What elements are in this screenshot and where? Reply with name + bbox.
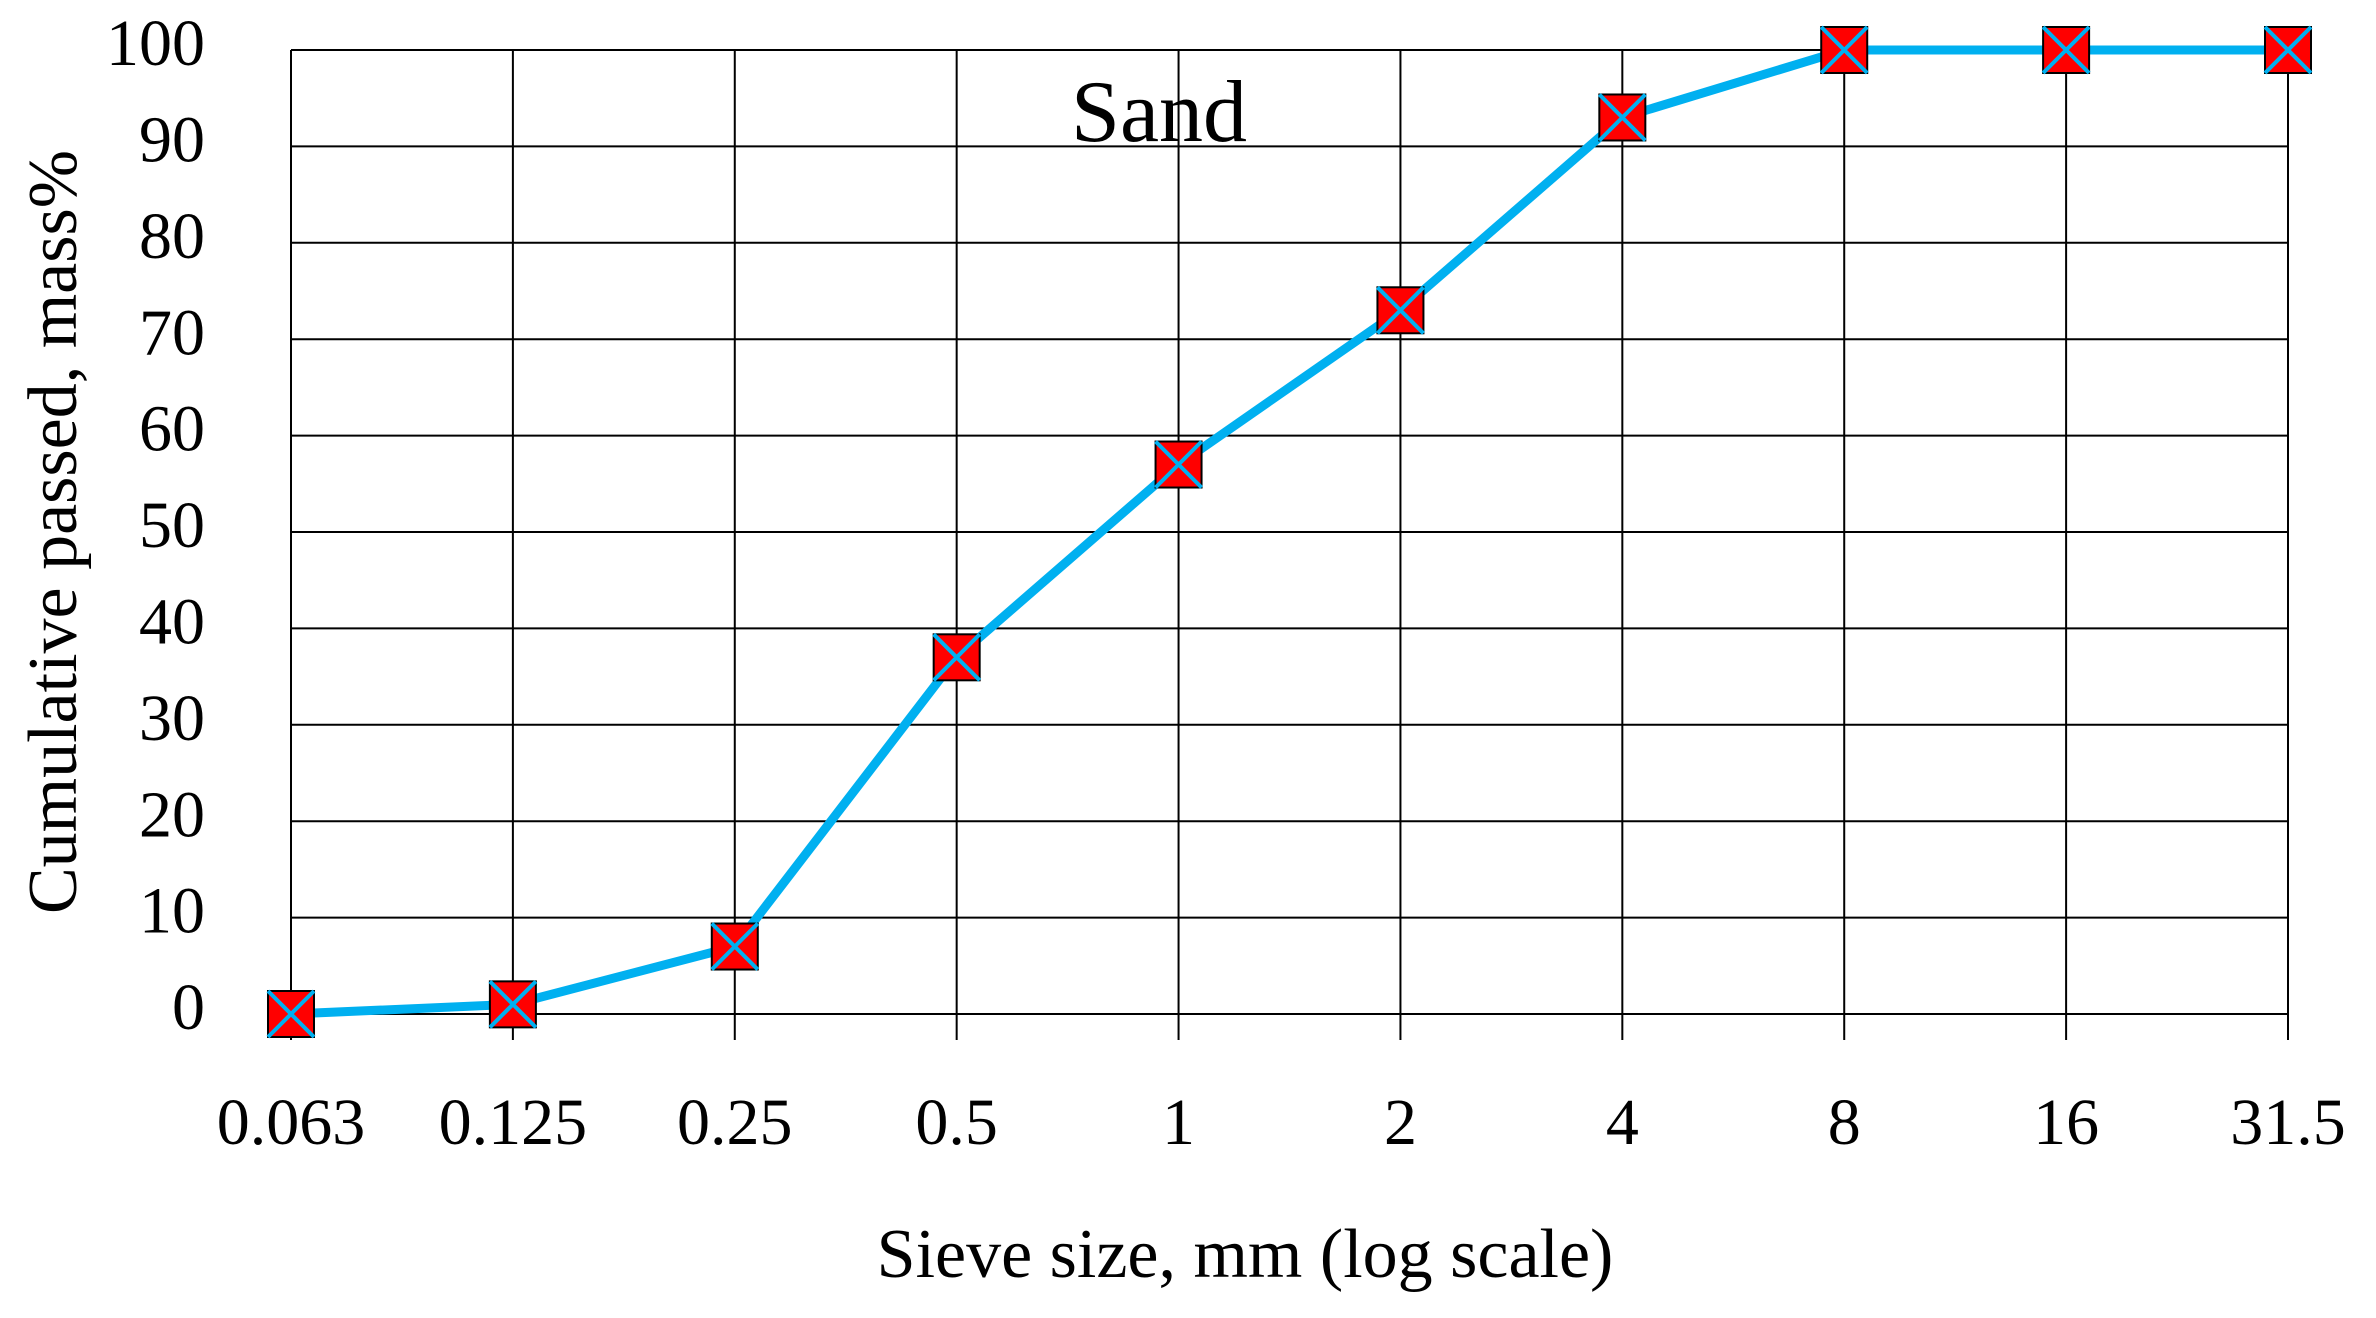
marker-cross xyxy=(488,979,538,1029)
x-tick-label: 2 xyxy=(1384,1086,1417,1159)
y-tick-label: 10 xyxy=(139,875,205,948)
data-point xyxy=(1597,93,1647,142)
x-tick-label: 31.5 xyxy=(2230,1086,2346,1159)
data-point xyxy=(266,989,316,1039)
y-tick-label: 30 xyxy=(139,682,205,755)
y-tick-label: 40 xyxy=(139,586,205,659)
x-tick-label: 0.5 xyxy=(915,1086,998,1159)
data-line xyxy=(290,45,2288,1019)
y-tick-label: 20 xyxy=(139,778,205,851)
y-tick-label: 60 xyxy=(139,393,205,466)
x-tick-label: 0.25 xyxy=(677,1086,793,1159)
x-tick-label: 1 xyxy=(1162,1086,1195,1159)
x-tick-label: 0.125 xyxy=(439,1086,588,1159)
marker-cross xyxy=(1597,93,1647,142)
x-axis-label: Sieve size, mm (log scale) xyxy=(877,1216,1614,1293)
y-tick-label: 70 xyxy=(139,296,205,369)
marker-cross xyxy=(2263,25,2313,75)
data-point xyxy=(1154,440,1203,489)
x-tick-label: 8 xyxy=(1828,1086,1861,1159)
marker-cross xyxy=(1819,25,1869,75)
data-point xyxy=(2041,25,2091,75)
y-tick-label: 0 xyxy=(172,971,205,1044)
x-tick-label: 0.063 xyxy=(217,1086,366,1159)
data-point xyxy=(1376,285,1425,335)
data-point xyxy=(1819,25,1869,75)
marker-cross xyxy=(1154,440,1203,489)
marker-cross xyxy=(932,632,982,682)
marker-cross xyxy=(1376,285,1425,335)
data-point xyxy=(932,632,982,682)
y-tick-label: 100 xyxy=(106,7,205,80)
annotation: Sand xyxy=(1071,64,1247,161)
y-axis-label: Cumulative passed, mass% xyxy=(15,150,92,914)
data-point xyxy=(488,979,538,1029)
y-tick-label: 50 xyxy=(139,489,205,562)
marker-cross xyxy=(266,989,316,1039)
marker-cross xyxy=(2041,25,2091,75)
data-point xyxy=(2263,25,2313,75)
x-tick-label: 4 xyxy=(1606,1086,1639,1159)
marker-cross xyxy=(710,922,760,971)
x-tick-label: 16 xyxy=(2033,1086,2099,1159)
y-tick-label: 80 xyxy=(139,200,205,273)
data-point xyxy=(710,922,760,971)
y-tick-label: 90 xyxy=(139,104,205,177)
